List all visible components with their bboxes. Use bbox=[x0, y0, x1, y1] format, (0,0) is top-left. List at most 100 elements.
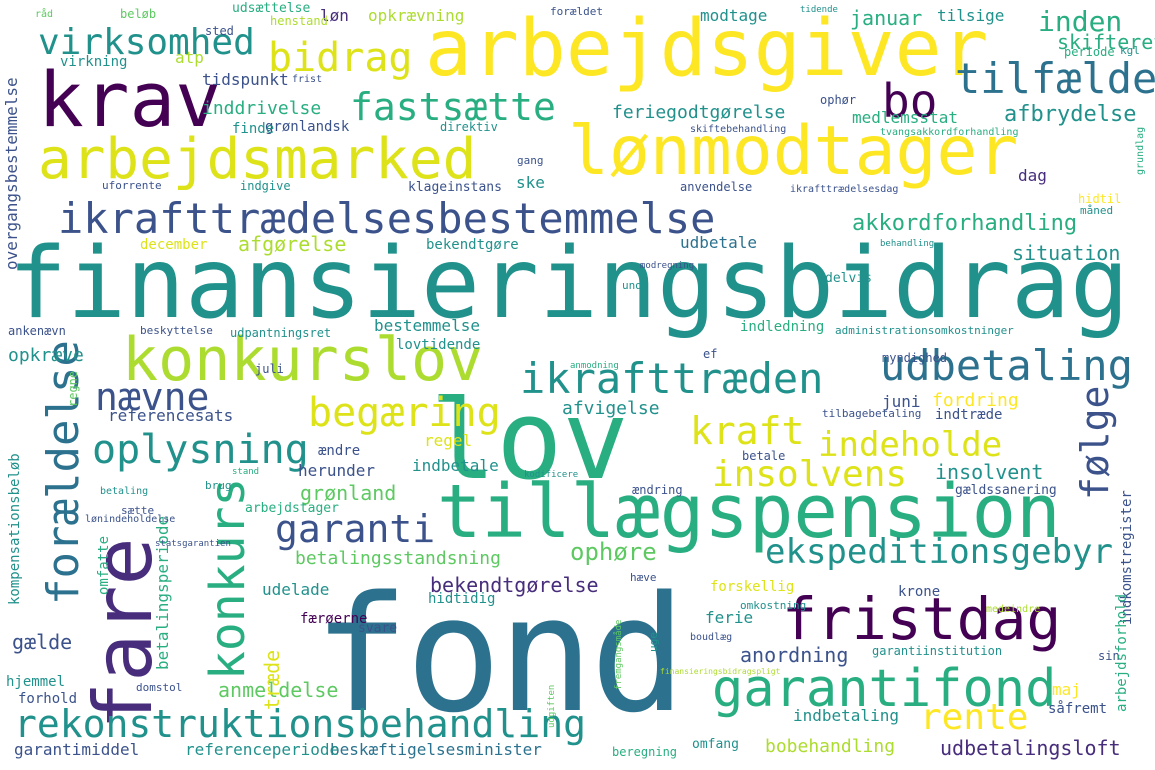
word-insolvens: insolvens bbox=[712, 454, 908, 495]
word-rente: rente bbox=[920, 697, 1029, 738]
word-bo: bo bbox=[882, 74, 938, 128]
word-beloeb: beløb bbox=[120, 7, 157, 21]
word-situation: situation bbox=[1012, 241, 1121, 265]
word-afbrydelse: afbrydelse bbox=[1004, 102, 1137, 127]
word-regel: regel bbox=[424, 431, 473, 450]
word-klageinstans: klageinstans bbox=[408, 180, 502, 195]
word-groenlandsk: grønlandsk bbox=[265, 119, 350, 135]
word-referencesats: referencesats bbox=[108, 406, 234, 425]
word-medlemsstat: medlemsstat bbox=[852, 108, 958, 127]
word-haeve: hæve bbox=[630, 571, 657, 584]
word-indgive: indgive bbox=[240, 179, 291, 193]
word-saette: sætte bbox=[121, 504, 155, 517]
word-medeindre: medeindre bbox=[986, 604, 1041, 615]
word-ankenaevn: ankenævn bbox=[8, 324, 66, 338]
word-ikrafttraeden: ikrafttræden bbox=[520, 354, 824, 403]
word-traede: træde bbox=[260, 649, 284, 710]
word-direktiv: direktiv bbox=[440, 120, 498, 134]
word-udbetale: udbetale bbox=[680, 233, 758, 252]
word-finansieringsbidrag: finansieringsbidrag bbox=[8, 227, 1130, 341]
word-opkraevning: opkrævning bbox=[368, 6, 465, 25]
word-beskyttelse: beskyttelse bbox=[140, 324, 213, 337]
word-tillaegspension: tillægspension bbox=[437, 469, 1061, 555]
word-administrationsomkostninger: administrationsomkostninger bbox=[835, 324, 1014, 337]
word-skifteret: skifteret bbox=[1057, 30, 1155, 54]
word-krav: krav bbox=[38, 55, 222, 144]
word-kodificere: kodificere bbox=[524, 470, 579, 480]
word-arbejdstager: arbejdstager bbox=[245, 501, 339, 516]
word-garantiinstitution: garantiinstitution bbox=[872, 644, 1003, 658]
word-skiftebehandling: skiftebehandling bbox=[690, 124, 787, 135]
word-sin: sin bbox=[1098, 649, 1120, 663]
word-insolvent: insolvent bbox=[935, 460, 1044, 484]
word-rekonstruktionsbehandling: rekonstruktionsbehandling bbox=[14, 702, 586, 746]
word-domstol: domstol bbox=[136, 681, 183, 694]
word-overgangsbestemmelse: overgangsbestemmelse bbox=[2, 77, 21, 270]
word-modregning: modregning bbox=[640, 261, 695, 271]
word-aendre: ændre bbox=[318, 443, 361, 459]
word-grundlag: grundlag bbox=[1135, 126, 1146, 175]
word-afvigelse: afvigelse bbox=[562, 398, 660, 419]
word-bestemmelse: bestemmelse bbox=[374, 316, 480, 335]
word-groenland: grønland bbox=[300, 481, 397, 505]
word-udsaettelse: udsættelse bbox=[232, 1, 311, 16]
word-ikrafttraedelsesbestemmelse: ikrafttrædelsesbestemmelse bbox=[58, 194, 716, 243]
word-bekendtgoerelse: bekendtgørelse bbox=[430, 573, 599, 597]
word-brug: brug bbox=[205, 479, 232, 492]
word-konkurslov: konkurslov bbox=[122, 325, 484, 395]
word-virkning: virkning bbox=[60, 54, 128, 70]
word-kgl: kgl bbox=[1120, 44, 1140, 57]
word-december: december bbox=[140, 237, 208, 253]
word-unde: unde bbox=[622, 279, 649, 292]
word-begaering: begæring bbox=[308, 390, 501, 436]
word-ske: ske bbox=[516, 173, 545, 192]
word-betalingsstandsning: betalingsstandsning bbox=[295, 548, 501, 569]
word-naevne: nævne bbox=[95, 375, 210, 419]
word-beskaeftigelsesminister: beskæftigelsesminister bbox=[330, 740, 542, 759]
word-omkostning: omkostning bbox=[740, 599, 807, 612]
word-inddrivelse: inddrivelse bbox=[202, 98, 322, 119]
word-periode: periode bbox=[1064, 45, 1115, 59]
word-kompensationsbeloeb: kompensationsbeløb bbox=[7, 453, 23, 605]
word-bekendtgoere: bekendtgøre bbox=[426, 237, 519, 253]
word-dag: dag bbox=[1018, 166, 1047, 185]
word-statsgarantien: statsgarantien bbox=[155, 539, 231, 549]
word-tilfaelde: tilfælde bbox=[955, 54, 1155, 103]
word-fordring: fordring bbox=[932, 390, 1019, 411]
word-frist: frist bbox=[292, 74, 323, 85]
word-foelge: følge bbox=[1073, 385, 1117, 500]
word-gaeldssanering: gældssanering bbox=[955, 483, 1057, 498]
word-garantimiddel: garantimiddel bbox=[14, 740, 140, 759]
word-fanansieringsbidragspligt: finansieringsbidragspligt bbox=[660, 667, 781, 676]
word-akkordforhandling: akkordforhandling bbox=[852, 211, 1078, 236]
word-faeroeerne: færøerne bbox=[300, 611, 368, 627]
word-omfatte: omfatte bbox=[96, 535, 112, 595]
word-anvendelse: anvendelse bbox=[680, 180, 753, 194]
word-tilbagebetaling: tilbagebetaling bbox=[822, 407, 922, 420]
word-januar: januar bbox=[850, 6, 923, 30]
word-lov: lov bbox=[430, 376, 629, 504]
word-sted: sted bbox=[205, 24, 234, 38]
word-oplysning: oplysning bbox=[92, 427, 309, 473]
word-juni: juni bbox=[882, 392, 921, 411]
word-garantifond: garantifond bbox=[712, 659, 1057, 719]
word-uge: uge bbox=[647, 632, 660, 652]
word-kraft: kraft bbox=[690, 409, 805, 453]
word-stand: stand bbox=[232, 467, 260, 477]
word-boudlaeg: boudlæg bbox=[690, 632, 733, 643]
word-fastsaette: fastsætte bbox=[350, 85, 556, 129]
word-fremgangsmaade: fremgangsmåde bbox=[614, 619, 624, 690]
word-atp: atp bbox=[175, 48, 204, 67]
word-indbetale: indbetale bbox=[412, 456, 499, 475]
word-betale: betale bbox=[742, 449, 786, 463]
word-tidende: tidende bbox=[800, 5, 838, 15]
word-fond: fond bbox=[313, 561, 686, 748]
word-forskellig: forskellig bbox=[710, 579, 795, 595]
word-virksomhed: virksomhed bbox=[38, 22, 255, 63]
word-hidtidig: hidtidig bbox=[428, 591, 496, 607]
word-gang: gang bbox=[517, 154, 544, 167]
word-indeholde: indeholde bbox=[818, 425, 1003, 465]
word-anmodning: anmodning bbox=[570, 361, 619, 371]
word-modtage: modtage bbox=[700, 6, 768, 25]
word-henstand: henstand bbox=[270, 14, 328, 28]
